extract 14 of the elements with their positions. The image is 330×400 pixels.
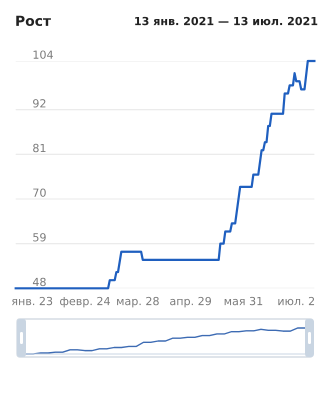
x-tick-label: июл. 2: [278, 296, 314, 306]
chart-title: Рост: [16, 16, 51, 26]
y-tick-label: 104: [34, 50, 53, 59]
y-tick-label: 48: [32, 278, 46, 286]
x-tick-label: янв. 23: [12, 296, 52, 306]
x-tick-label: апр. 29: [170, 296, 212, 308]
x-tick-label: февр. 24: [60, 296, 110, 308]
y-tick-label: 92: [33, 99, 46, 108]
y-tick-label: 59: [33, 233, 46, 242]
chart-subtitle: 13 янв. 2021 — 13 июл. 2021: [135, 16, 318, 26]
y-tick-label: 81: [33, 144, 46, 152]
y-tick-label: 70: [33, 188, 46, 197]
x-tick-label: мая 31: [224, 296, 262, 306]
x-tick-label: мар. 28: [117, 296, 159, 308]
